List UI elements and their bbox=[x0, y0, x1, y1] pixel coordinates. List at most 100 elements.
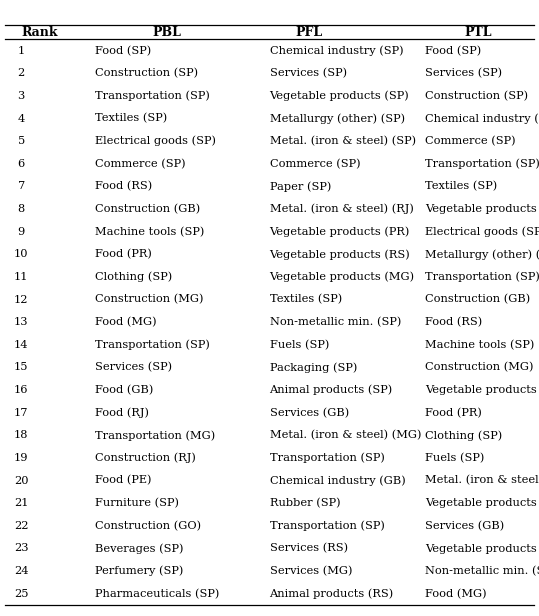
Text: Food (SP): Food (SP) bbox=[95, 46, 151, 56]
Text: Metal. (iron & steel) (MG): Metal. (iron & steel) (MG) bbox=[270, 430, 421, 440]
Text: 1: 1 bbox=[18, 46, 25, 55]
Text: Chemical industry (GB): Chemical industry (GB) bbox=[270, 476, 405, 486]
Text: Vegetable products (RS): Vegetable products (RS) bbox=[425, 543, 539, 554]
Text: Paper (SP): Paper (SP) bbox=[270, 181, 331, 192]
Text: Services (SP): Services (SP) bbox=[425, 68, 502, 78]
Text: 23: 23 bbox=[14, 543, 29, 553]
Text: Textiles (SP): Textiles (SP) bbox=[270, 294, 342, 305]
Text: Chemical industry (SP): Chemical industry (SP) bbox=[270, 46, 403, 56]
Text: Animal products (SP): Animal products (SP) bbox=[270, 385, 393, 395]
Text: 6: 6 bbox=[18, 159, 25, 169]
Text: Transportation (MG): Transportation (MG) bbox=[95, 430, 216, 440]
Text: 13: 13 bbox=[14, 317, 29, 327]
Text: Transportation (SP): Transportation (SP) bbox=[425, 272, 539, 282]
Text: Electrical goods (SP): Electrical goods (SP) bbox=[425, 227, 539, 237]
Text: Transportation (SP): Transportation (SP) bbox=[270, 521, 384, 531]
Text: Food (RJ): Food (RJ) bbox=[95, 407, 149, 418]
Text: Food (RS): Food (RS) bbox=[425, 317, 482, 327]
Text: Clothing (SP): Clothing (SP) bbox=[95, 272, 172, 282]
Text: Construction (GB): Construction (GB) bbox=[425, 294, 530, 305]
Text: Non-metallic min. (SP): Non-metallic min. (SP) bbox=[270, 317, 401, 327]
Text: Packaging (SP): Packaging (SP) bbox=[270, 362, 357, 373]
Text: 17: 17 bbox=[14, 408, 29, 418]
Text: Transportation (SP): Transportation (SP) bbox=[270, 453, 384, 463]
Text: 15: 15 bbox=[14, 362, 29, 373]
Text: Fuels (SP): Fuels (SP) bbox=[270, 339, 329, 350]
Text: Vegetable products (PR): Vegetable products (PR) bbox=[425, 385, 539, 395]
Text: Construction (SP): Construction (SP) bbox=[425, 91, 528, 101]
Text: Transportation (SP): Transportation (SP) bbox=[95, 339, 210, 350]
Text: 18: 18 bbox=[14, 431, 29, 440]
Text: Fuels (SP): Fuels (SP) bbox=[425, 453, 485, 463]
Text: Beverages (SP): Beverages (SP) bbox=[95, 543, 184, 554]
Text: Food (PE): Food (PE) bbox=[95, 476, 151, 486]
Text: Non-metallic min. (SP): Non-metallic min. (SP) bbox=[425, 566, 539, 576]
Text: Textiles (SP): Textiles (SP) bbox=[425, 181, 497, 192]
Text: 21: 21 bbox=[14, 498, 29, 508]
Text: Construction (RJ): Construction (RJ) bbox=[95, 453, 196, 463]
Text: 19: 19 bbox=[14, 453, 29, 463]
Text: Textiles (SP): Textiles (SP) bbox=[95, 113, 168, 124]
Text: 9: 9 bbox=[18, 227, 25, 237]
Text: PFL: PFL bbox=[295, 26, 323, 39]
Text: Commerce (SP): Commerce (SP) bbox=[425, 136, 516, 147]
Text: Metallurgy (other) (SP): Metallurgy (other) (SP) bbox=[425, 249, 539, 259]
Text: Construction (MG): Construction (MG) bbox=[425, 362, 534, 373]
Text: 22: 22 bbox=[14, 521, 29, 531]
Text: Vegetable products (RS): Vegetable products (RS) bbox=[270, 249, 410, 259]
Text: Machine tools (SP): Machine tools (SP) bbox=[95, 227, 205, 237]
Text: Construction (MG): Construction (MG) bbox=[95, 294, 204, 305]
Text: Food (PR): Food (PR) bbox=[425, 408, 482, 418]
Text: Vegetable products (SP): Vegetable products (SP) bbox=[270, 91, 409, 101]
Text: Vegetable products (SP): Vegetable products (SP) bbox=[425, 204, 539, 214]
Text: Construction (GB): Construction (GB) bbox=[95, 204, 201, 214]
Text: 12: 12 bbox=[14, 294, 29, 304]
Text: Vegetable products (MG): Vegetable products (MG) bbox=[270, 272, 414, 282]
Text: Transportation (SP): Transportation (SP) bbox=[95, 91, 210, 101]
Text: PTL: PTL bbox=[465, 26, 492, 39]
Text: Perfumery (SP): Perfumery (SP) bbox=[95, 565, 184, 577]
Text: Commerce (SP): Commerce (SP) bbox=[270, 159, 360, 169]
Text: Electrical goods (SP): Electrical goods (SP) bbox=[95, 136, 216, 147]
Text: 8: 8 bbox=[18, 204, 25, 214]
Text: Services (SP): Services (SP) bbox=[95, 362, 172, 373]
Text: 20: 20 bbox=[14, 476, 29, 485]
Text: 25: 25 bbox=[14, 589, 29, 599]
Text: 24: 24 bbox=[14, 566, 29, 576]
Text: 4: 4 bbox=[18, 113, 25, 124]
Text: Services (MG): Services (MG) bbox=[270, 566, 352, 576]
Text: Vegetable products (PR): Vegetable products (PR) bbox=[270, 227, 410, 237]
Text: Pharmaceuticals (SP): Pharmaceuticals (SP) bbox=[95, 588, 219, 599]
Text: Food (MG): Food (MG) bbox=[425, 588, 487, 599]
Text: Vegetable products (MG): Vegetable products (MG) bbox=[425, 498, 539, 508]
Text: 10: 10 bbox=[14, 249, 29, 259]
Text: Rank: Rank bbox=[21, 26, 58, 39]
Text: Food (MG): Food (MG) bbox=[95, 317, 157, 327]
Text: Services (RS): Services (RS) bbox=[270, 543, 348, 554]
Text: 3: 3 bbox=[18, 91, 25, 101]
Text: 14: 14 bbox=[14, 340, 29, 350]
Text: Food (SP): Food (SP) bbox=[425, 46, 481, 56]
Text: Chemical industry (SP): Chemical industry (SP) bbox=[425, 113, 539, 124]
Text: Machine tools (SP): Machine tools (SP) bbox=[425, 339, 535, 350]
Text: Metal. (iron & steel) (RJ): Metal. (iron & steel) (RJ) bbox=[270, 204, 413, 214]
Text: Metal. (iron & steel) (SP): Metal. (iron & steel) (SP) bbox=[270, 136, 416, 147]
Text: Food (PR): Food (PR) bbox=[95, 249, 152, 259]
Text: PBL: PBL bbox=[152, 26, 181, 39]
Text: Food (RS): Food (RS) bbox=[95, 181, 153, 192]
Text: Rubber (SP): Rubber (SP) bbox=[270, 498, 340, 508]
Text: Clothing (SP): Clothing (SP) bbox=[425, 430, 502, 440]
Text: Services (GB): Services (GB) bbox=[425, 521, 505, 531]
Text: 7: 7 bbox=[18, 182, 25, 192]
Text: Transportation (SP): Transportation (SP) bbox=[425, 158, 539, 169]
Text: 5: 5 bbox=[18, 136, 25, 146]
Text: 11: 11 bbox=[14, 272, 29, 282]
Text: Animal products (RS): Animal products (RS) bbox=[270, 588, 394, 599]
Text: 16: 16 bbox=[14, 385, 29, 395]
Text: Services (SP): Services (SP) bbox=[270, 68, 347, 78]
Text: 2: 2 bbox=[18, 68, 25, 78]
Text: Commerce (SP): Commerce (SP) bbox=[95, 159, 186, 169]
Text: Construction (GO): Construction (GO) bbox=[95, 521, 201, 531]
Text: Services (GB): Services (GB) bbox=[270, 408, 349, 418]
Text: Metallurgy (other) (SP): Metallurgy (other) (SP) bbox=[270, 113, 405, 124]
